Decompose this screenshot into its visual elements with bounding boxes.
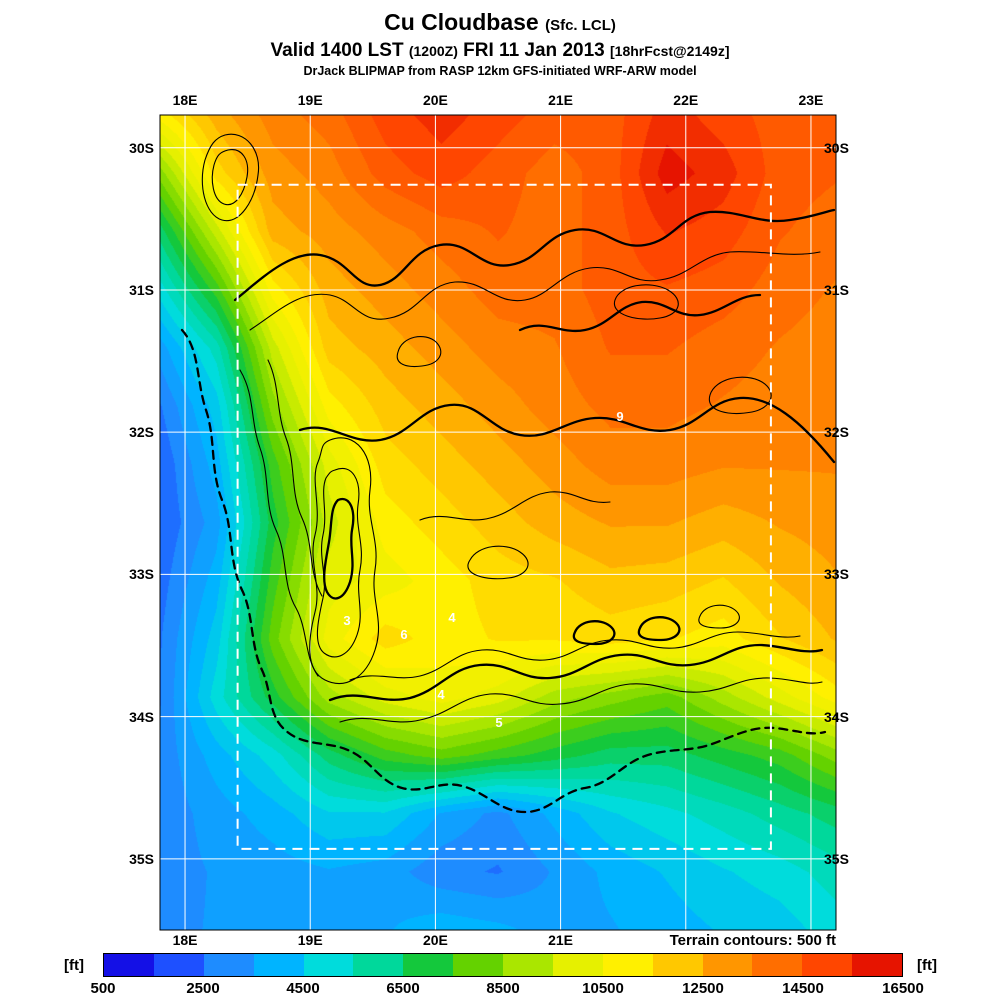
tick-right-33S: 33S (824, 566, 849, 583)
colorbar-tick-500: 500 (90, 980, 116, 997)
terrain-contour-12 (708, 376, 772, 414)
colorbar (103, 953, 903, 977)
terrain-contour-15 (698, 604, 740, 629)
colorbar-tick-2500: 2500 (186, 980, 220, 997)
plot-border (159, 114, 837, 931)
valid-time: Valid 1400 LST (270, 39, 404, 61)
colorbar-cell-15 (852, 954, 902, 976)
colorbar-tick-14500: 14500 (782, 980, 824, 997)
colorbar-cell-5 (353, 954, 404, 976)
terrain-contour-4 (298, 396, 836, 464)
contour-label-3-2: 3 (343, 613, 350, 628)
terrain-note: Terrain contours: 500 ft (669, 932, 836, 949)
colorbar-cell-4 (303, 954, 354, 976)
tick-left-30S: 30S (129, 139, 154, 156)
colorbar-cell-6 (403, 954, 454, 976)
tick-top-23E: 23E (798, 92, 824, 108)
terrain-contour-8 (328, 643, 824, 702)
colorbar-cell-7 (453, 954, 503, 976)
colorbar-cell-9 (552, 954, 603, 976)
tick-bottom-18E: 18E (172, 932, 198, 948)
tick-right-31S: 31S (824, 281, 849, 298)
terrain-contour-0 (233, 208, 836, 302)
tick-right-35S: 35S (824, 850, 849, 867)
tick-top-22E: 22E (673, 92, 699, 108)
colorbar-ticks: 500 2500 4500 6500 8500 10500 12500 14500 16500 (90, 980, 923, 998)
terrain-contour-6 (316, 467, 362, 658)
tick-bottom-21E: 21E (548, 932, 574, 948)
forecast-tag: [18hrFcst@2149z] (610, 42, 730, 59)
terrain-contour-21 (267, 359, 323, 597)
valid-zulu: (1200Z) (408, 42, 458, 59)
terrain-contour-17 (419, 491, 611, 521)
colorbar-cell-0 (104, 954, 154, 976)
terrain-contour-18 (467, 545, 529, 580)
tick-bottom-19E: 19E (297, 932, 323, 948)
colorbar-tick-4500: 4500 (286, 980, 320, 997)
terrain-contour-13 (572, 620, 616, 646)
colorbar-cell-10 (602, 954, 653, 976)
colorbar-cell-12 (702, 954, 753, 976)
colorbar-tick-6500: 6500 (386, 980, 420, 997)
terrain-contour-2 (201, 133, 260, 222)
page-title-suffix: (Sfc. LCL) (545, 17, 616, 34)
terrain-contour-20 (239, 369, 319, 677)
colorbar-cell-1 (153, 954, 204, 976)
colorbar-cell-13 (752, 954, 803, 976)
contour-label-4-4: 4 (437, 687, 445, 702)
title-line: Cu Cloudbase (Sfc. LCL) (0, 8, 1000, 37)
terrain-contour-19 (518, 293, 762, 333)
tick-left-31S: 31S (129, 281, 154, 298)
tick-top-18E: 18E (172, 92, 198, 108)
colorbar-cell-2 (203, 954, 254, 976)
model-line: DrJack BLIPMAP from RASP 12km GFS-initia… (303, 63, 697, 78)
colorbar-tick-8500: 8500 (486, 980, 520, 997)
terrain-contour-5 (309, 437, 380, 685)
terrain-contour-1 (249, 251, 821, 331)
page-title: Cu Cloudbase (384, 9, 539, 35)
terrain-contour-7 (323, 497, 355, 600)
terrain-contour-22 (180, 328, 827, 814)
contour-label-6-3: 6 (400, 627, 407, 642)
colorbar-cell-8 (503, 954, 553, 976)
terrain-contour-11 (613, 284, 679, 320)
tick-right-32S: 32S (824, 424, 849, 441)
colorbar-tick-10500: 10500 (582, 980, 624, 997)
tick-left-33S: 33S (129, 566, 154, 583)
inner-domain-box (236, 183, 772, 850)
terrain-contour-10 (349, 631, 801, 681)
contour-label-9-0: 9 (616, 409, 623, 424)
colorbar-tick-12500: 12500 (682, 980, 724, 997)
terrain-contour-14 (637, 616, 681, 642)
colorbar-unit-right: [ft] (917, 957, 937, 974)
colorbar-tick-16500: 16500 (882, 980, 924, 997)
tick-left-34S: 34S (129, 708, 154, 725)
tick-bottom-20E: 20E (422, 932, 448, 948)
contour-label-4-1: 4 (448, 610, 456, 625)
tick-top-20E: 20E (422, 92, 448, 108)
tick-right-34S: 34S (824, 708, 849, 725)
tick-left-32S: 32S (129, 424, 154, 441)
terrain-contour-9 (339, 677, 823, 723)
valid-date: FRI 11 Jan 2013 (463, 39, 605, 61)
tick-top-19E: 19E (297, 92, 323, 108)
contour-label-5-5: 5 (495, 715, 502, 730)
colorbar-cell-14 (802, 954, 853, 976)
colorbar-unit-left: [ft] (64, 957, 84, 974)
valid-line: Valid 1400 LST (1200Z) FRI 11 Jan 2013 [… (0, 39, 1000, 63)
colorbar-cell-3 (253, 954, 304, 976)
colorbar-cell-11 (652, 954, 703, 976)
terrain-contour-3 (211, 149, 249, 206)
terrain-contour-16 (396, 336, 442, 368)
tick-top-21E: 21E (548, 92, 574, 108)
tick-left-35S: 35S (129, 850, 154, 867)
tick-right-30S: 30S (824, 139, 849, 156)
header: Cu Cloudbase (Sfc. LCL) Valid 1400 LST (… (0, 8, 1000, 79)
